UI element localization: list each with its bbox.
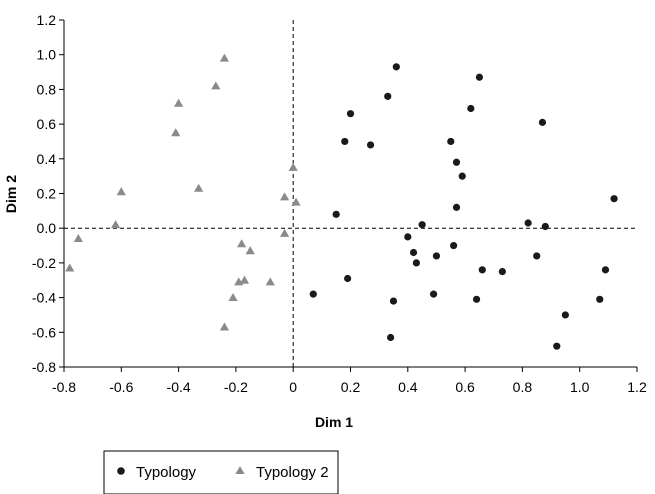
point-triangle (237, 239, 247, 248)
point-triangle (116, 187, 126, 196)
y-axis-ticks: 1.2 1.0 0.8 0.6 0.4 0.2 0.0 -0.2 -0.4 -0.6 -0.8 (32, 12, 64, 375)
y-tick-label: 0.0 (37, 220, 57, 236)
point-circle (392, 63, 400, 71)
point-triangle (245, 246, 255, 255)
point-triangle (219, 322, 230, 331)
point-circle (498, 267, 506, 276)
point-triangle (288, 162, 298, 171)
point-circle (553, 342, 561, 350)
point-circle (450, 241, 458, 250)
point-triangle (171, 128, 181, 137)
x-axis-title: Dim 1 (315, 414, 353, 430)
y-tick-label: 0.8 (37, 81, 57, 97)
point-circle (538, 118, 547, 126)
x-tick-label: -0.8 (52, 379, 76, 395)
x-tick-label: -0.4 (167, 379, 191, 395)
x-tick-label: 1.2 (627, 379, 647, 395)
legend-label-typology-2: Typology 2 (256, 464, 329, 481)
x-tick-label: 0.6 (455, 379, 475, 395)
point-circle (404, 233, 412, 241)
legend: Typology Typology 2 (103, 450, 339, 494)
y-axis-title: Dim 2 (3, 175, 19, 213)
point-circle (384, 92, 392, 100)
x-tick-label: 1.0 (570, 379, 590, 395)
point-triangle (228, 293, 238, 302)
point-circle (541, 222, 549, 231)
point-circle (346, 110, 355, 118)
point-circle (366, 141, 375, 149)
point-triangle (291, 197, 301, 206)
legend-label-typology: Typology (136, 464, 197, 481)
point-circle (418, 221, 426, 229)
x-tick-label: 0.2 (341, 379, 361, 395)
point-triangle (174, 98, 184, 107)
x-tick-label: -0.2 (224, 379, 248, 395)
point-circle (452, 203, 461, 211)
point-circle (524, 219, 532, 227)
point-circle (432, 252, 441, 260)
x-axis-ticks: -0.8 -0.6 -0.4 -0.2 0 0.2 0.4 0.6 0.8 1.0 1.2 (52, 367, 647, 395)
point-triangle (219, 53, 230, 62)
point-triangle (280, 228, 290, 237)
point-circle (596, 295, 604, 303)
point-circle (309, 290, 317, 298)
y-tick-label: -0.6 (32, 324, 56, 340)
point-triangle (211, 81, 221, 90)
x-tick-label: 0 (289, 379, 297, 395)
y-tick-label: 0.2 (37, 186, 57, 202)
point-triangle (65, 263, 75, 272)
point-circle (601, 266, 610, 274)
y-tick-label: -0.4 (32, 290, 56, 306)
x-tick-label: 0.8 (513, 379, 533, 395)
series-typology (309, 63, 618, 350)
point-circle (452, 158, 461, 166)
y-tick-label: 1.0 (37, 47, 57, 63)
point-circle (475, 73, 484, 81)
point-circle (610, 195, 618, 203)
point-triangle (234, 277, 244, 286)
point-circle (341, 137, 349, 146)
point-triangle (194, 183, 204, 192)
point-circle (429, 290, 438, 298)
reference-lines (64, 20, 637, 367)
x-tick-label: -0.6 (109, 379, 133, 395)
point-triangle (280, 192, 290, 201)
point-circle (412, 259, 420, 267)
point-circle (389, 297, 398, 305)
point-circle (533, 252, 541, 260)
y-tick-label: 1.2 (37, 12, 57, 28)
y-tick-label: 0.4 (37, 151, 57, 167)
point-circle (458, 172, 466, 180)
point-circle (447, 137, 455, 146)
legend-marker-typology-2 (235, 466, 245, 474)
point-circle (472, 295, 481, 303)
legend-marker-typology (117, 467, 125, 475)
axes (63, 20, 637, 368)
x-tick-label: 0.4 (398, 379, 418, 395)
y-tick-label: -0.2 (32, 255, 56, 271)
point-circle (467, 104, 475, 113)
point-circle (344, 274, 352, 283)
data-points (65, 53, 618, 350)
point-triangle (239, 275, 250, 284)
point-circle (561, 311, 569, 319)
y-tick-label: -0.8 (32, 359, 56, 375)
series-typology-2 (65, 53, 301, 331)
point-circle (478, 266, 486, 274)
point-circle (332, 210, 340, 218)
y-tick-label: 0.6 (37, 116, 57, 132)
point-circle (409, 248, 418, 257)
point-triangle (265, 277, 275, 286)
point-triangle (110, 220, 121, 229)
point-circle (387, 333, 395, 342)
legend-box (103, 450, 339, 494)
point-triangle (73, 234, 83, 243)
